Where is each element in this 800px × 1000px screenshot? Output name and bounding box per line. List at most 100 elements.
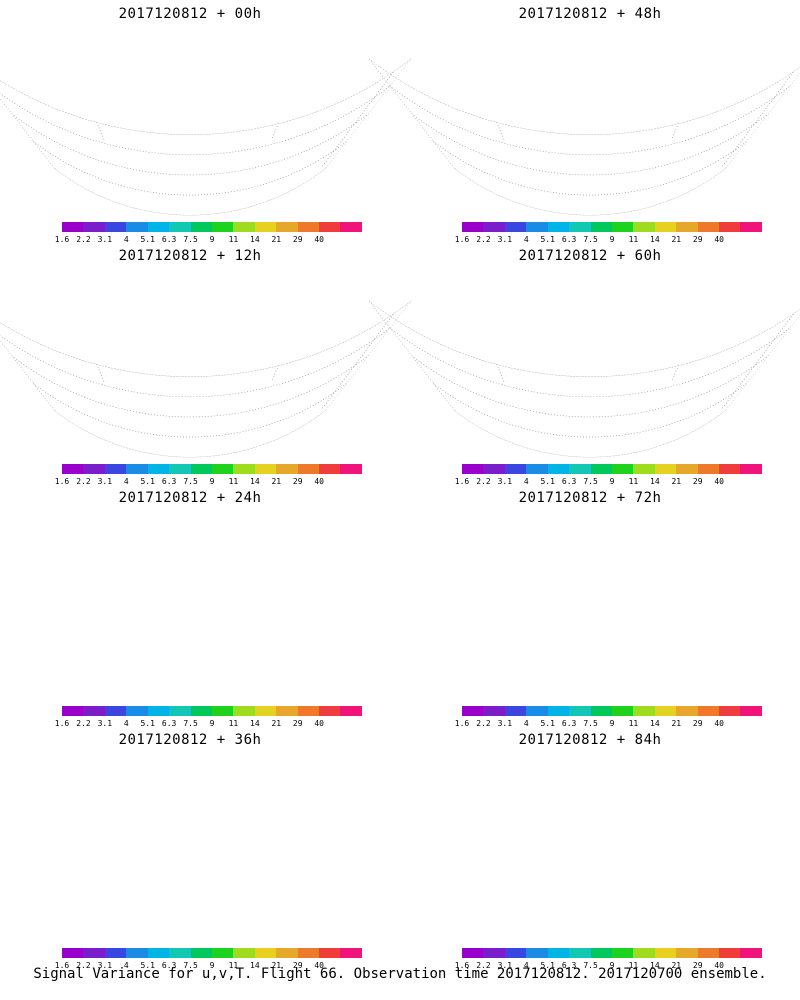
map-panel: 2017120812 + 48h 1.6 2.2 3.1 4 5.1 6.3 7.5 9 11 14… <box>400 0 780 244</box>
coastline <box>430 293 750 372</box>
coastline <box>200 275 306 336</box>
colorbar-labels: 1.6 2.2 3.1 4 5.1 6.3 7.5 9 11 14 21 29 40 <box>455 719 762 729</box>
colorbar-label: 7.5 <box>183 477 198 486</box>
colorbar-label: 14 <box>650 477 660 486</box>
colorbar-label: 5.1 <box>140 719 155 728</box>
colorbar-cell <box>633 222 655 232</box>
colorbar-cell <box>526 948 548 958</box>
colorbar-label: 29 <box>692 719 703 728</box>
map-plot <box>0 300 412 458</box>
colorbar-cell <box>526 464 548 474</box>
colorbar-label: 21 <box>671 235 682 244</box>
colorbar-label: 11 <box>228 719 239 728</box>
colorbar-label: 6.3 <box>161 235 177 244</box>
colorbar-cell <box>654 464 677 474</box>
colorbar-cell <box>654 222 677 232</box>
colorbar-cell <box>233 464 255 474</box>
colorbar-cell <box>190 948 212 958</box>
colorbar-cell <box>276 948 298 958</box>
colorbar-labels: 1.6 2.2 3.1 4 5.1 6.3 7.5 9 11 14 21 29 40 <box>55 961 362 971</box>
colorbar-cell <box>104 222 127 232</box>
colorbar-label: 29 <box>292 719 303 728</box>
colorbar-cell <box>297 706 320 716</box>
map-panel: 2017120812 + 84h 1.6 2.2 3.1 4 5.1 6.3 7.5 9 11 14… <box>368 300 800 971</box>
colorbar-cell <box>611 222 634 232</box>
colorbar-cell <box>319 464 341 474</box>
colorbar-label: 29 <box>692 961 703 970</box>
map-panel: 2017120812 + 60h 1.6 2.2 3.1 4 5.1 6.3 7.5 9 11 14… <box>400 242 780 486</box>
coastline <box>600 517 706 578</box>
colorbar-cell <box>126 222 148 232</box>
colorbar <box>462 948 762 958</box>
colorbar-cell <box>62 222 84 232</box>
colorbar-cell <box>697 222 720 232</box>
colorbar-cell <box>462 706 484 716</box>
colorbar <box>62 222 362 232</box>
colorbar-label: 5.1 <box>140 477 155 486</box>
colorbar-label: 7.5 <box>583 477 598 486</box>
colorbar-label: 14 <box>250 719 260 728</box>
colorbar-label: 5.1 <box>540 477 555 486</box>
colorbar-label: 11 <box>628 235 639 244</box>
colorbar-cell <box>676 948 698 958</box>
map-plot <box>0 270 380 450</box>
colorbar-cell <box>83 464 105 474</box>
colorbar-labels: 1.6 2.2 3.1 4 5.1 6.3 7.5 9 11 14 21 29 40 <box>455 961 762 971</box>
colorbar-cell <box>483 948 505 958</box>
coastline <box>430 535 750 614</box>
colorbar-cell <box>547 222 570 232</box>
colorbar-cell <box>483 464 505 474</box>
colorbar-cell <box>104 706 127 716</box>
colorbar-label: 6.3 <box>161 719 177 728</box>
colorbar-cell <box>62 948 84 958</box>
colorbar-cell <box>276 222 298 232</box>
colorbar-label: 21 <box>271 719 282 728</box>
colorbar-label: 9 <box>609 961 615 970</box>
colorbar-label: 40 <box>714 235 724 244</box>
colorbar <box>462 222 762 232</box>
map-panel: 2017120812 + 24h 1.6 2.2 3.1 4 5.1 6.3 7.5 9 11 14… <box>0 58 412 728</box>
map-panel: 2017120812 + 00h 1.6 2.2 3.1 4 5.1 6.3 7.5 9 11 14… <box>0 0 380 244</box>
colorbar-cell <box>319 222 341 232</box>
colorbar-label: 7.5 <box>583 961 598 970</box>
panel-title: 2017120812 + 00h <box>118 6 262 22</box>
colorbar-cell <box>169 222 191 232</box>
colorbar-cell <box>654 706 677 716</box>
colorbar-label: 11 <box>228 961 239 970</box>
colorbar-cell <box>504 222 527 232</box>
colorbar-label: 4 <box>523 235 529 244</box>
colorbar-label: 14 <box>650 235 660 244</box>
colorbar-label: 9 <box>209 235 215 244</box>
colorbar-labels: 1.6 2.2 3.1 4 5.1 6.3 7.5 9 11 14 21 29 40 <box>55 235 362 245</box>
colorbar-cell <box>740 222 762 232</box>
colorbar-label: 40 <box>714 477 724 486</box>
colorbar-cell <box>126 706 148 716</box>
colorbar-label: 4 <box>123 235 129 244</box>
coastline <box>200 517 306 578</box>
colorbar-cell <box>126 948 148 958</box>
coastline <box>600 33 706 94</box>
colorbar-label: 9 <box>209 719 215 728</box>
colorbar-cell <box>719 222 741 232</box>
figure-caption: Signal Variance for u,v,T. Flight 66. Ob… <box>33 966 767 982</box>
colorbar-label: 21 <box>671 477 682 486</box>
colorbar-label: 1.6 <box>54 477 70 486</box>
colorbar-cell <box>276 706 298 716</box>
map-panel: 2017120812 + 72h 1.6 2.2 3.1 4 5.1 6.3 7.5 9 11 14… <box>368 58 800 729</box>
colorbar-label: 21 <box>271 477 282 486</box>
colorbar-label: 11 <box>228 477 239 486</box>
colorbar-cell <box>233 948 255 958</box>
colorbar-cell <box>254 222 277 232</box>
colorbar-cell <box>504 464 527 474</box>
colorbar-label: 7.5 <box>183 235 198 244</box>
colorbar-label: 29 <box>692 477 703 486</box>
colorbar-cell <box>233 706 255 716</box>
colorbar-label: 6.3 <box>161 961 177 970</box>
colorbar-label: 29 <box>692 235 703 244</box>
colorbar-cell <box>254 464 277 474</box>
colorbar-label: 2.2 <box>476 961 491 970</box>
colorbar-cell <box>211 222 234 232</box>
colorbar-cell <box>254 948 277 958</box>
colorbar-label: 40 <box>314 961 324 970</box>
colorbar-label: 29 <box>292 961 303 970</box>
